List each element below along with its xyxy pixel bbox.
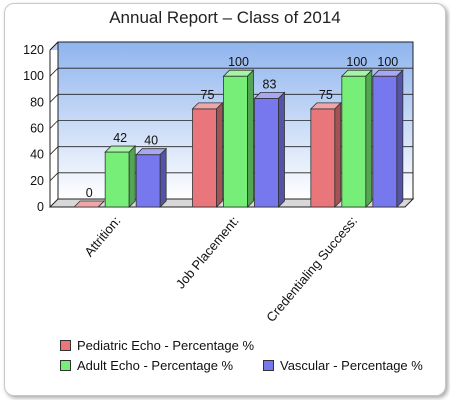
y-tick-label: 0 — [37, 200, 44, 214]
bar — [104, 145, 137, 208]
bar — [135, 147, 168, 208]
y-tick-label: 40 — [30, 148, 44, 162]
legend-item-vascular: Vascular - Percentage % — [263, 358, 423, 373]
bar-side — [247, 69, 254, 208]
bar — [73, 200, 106, 208]
y-tick-label: 20 — [30, 174, 44, 188]
gridline-depth — [49, 94, 59, 103]
bar-front — [135, 154, 161, 208]
bar-front — [310, 108, 336, 208]
data-label: 40 — [144, 134, 158, 148]
data-label: 75 — [319, 88, 333, 102]
gridline-depth — [49, 120, 59, 129]
data-label: 83 — [263, 77, 277, 91]
bar-side — [334, 101, 342, 208]
bar-front — [254, 98, 279, 208]
bar — [371, 69, 404, 208]
bar-side — [396, 69, 404, 208]
legend-swatch — [60, 340, 71, 351]
bar-side — [159, 147, 167, 208]
legend-label: Adult Echo - Percentage % — [77, 358, 234, 373]
bar — [222, 69, 255, 208]
y-tick-label: 120 — [23, 43, 44, 57]
bar-side — [97, 200, 105, 208]
gridline-depth — [49, 146, 59, 155]
legend-label: Pediatric Echo - Percentage % — [77, 338, 255, 353]
data-label: 0 — [86, 186, 93, 200]
legend-swatch — [263, 360, 274, 371]
bar — [253, 91, 286, 208]
bar-side — [128, 145, 136, 208]
bar-front — [341, 75, 367, 208]
bar-front — [104, 151, 130, 208]
bar — [191, 101, 224, 208]
gridline-depth — [49, 67, 59, 77]
legend-label: Vascular - Percentage % — [280, 358, 423, 373]
y-tick-label: 100 — [23, 69, 44, 83]
gridline-depth — [49, 41, 59, 51]
bar-side — [216, 101, 223, 208]
bar-side — [278, 91, 285, 208]
gridline-depth — [49, 172, 59, 182]
y-tick-label: 60 — [30, 122, 44, 136]
bar-side — [365, 69, 373, 208]
x-category-label: Attrition: — [81, 213, 123, 259]
data-label: 100 — [346, 55, 367, 69]
legend-item-adult-echo: Adult Echo - Percentage % — [60, 358, 233, 373]
bar — [340, 69, 373, 208]
data-label: 100 — [377, 55, 398, 69]
legend-item-pediatric-echo: Pediatric Echo - Percentage % — [60, 338, 254, 353]
bar — [309, 101, 342, 208]
bar-front — [372, 75, 398, 208]
chart-title: Annual Report – Class of 2014 — [109, 8, 341, 27]
x-category-label: Job Placement: — [173, 213, 242, 291]
x-category-label: Credentialing Success: — [263, 213, 360, 325]
bar-front — [223, 75, 248, 208]
y-tick-label: 80 — [30, 95, 44, 109]
bar-front — [192, 108, 217, 208]
data-label: 100 — [228, 55, 249, 69]
legend-swatch — [60, 360, 71, 371]
data-label: 75 — [201, 88, 215, 102]
data-label: 42 — [113, 131, 127, 145]
